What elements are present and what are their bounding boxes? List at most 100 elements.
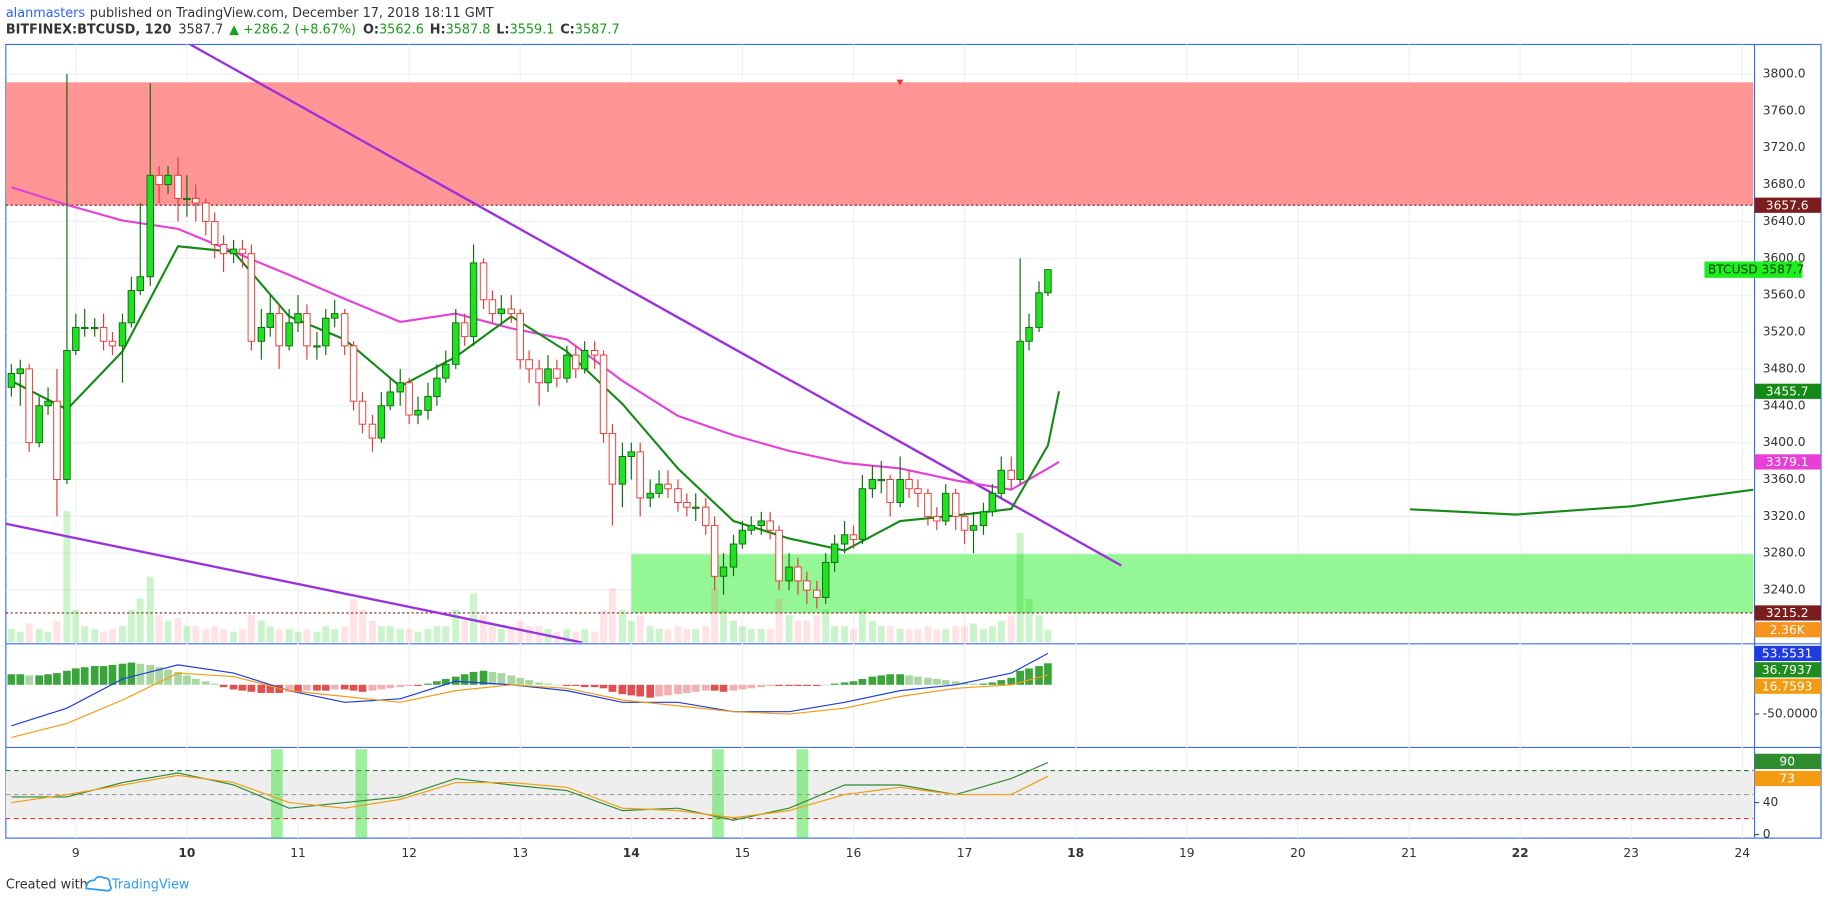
candle-body	[136, 276, 144, 292]
candle-body	[53, 400, 61, 480]
ohlc-label: L:	[496, 22, 509, 37]
candle-body	[1016, 340, 1024, 480]
volume-bar	[108, 628, 116, 643]
volume-bar	[136, 598, 144, 643]
volume-bar	[646, 626, 654, 643]
overlay-label: 3455.7	[1766, 384, 1809, 398]
candle-body	[99, 326, 108, 342]
macd-label-box	[1754, 678, 1822, 694]
header-line: alanmasters published on TradingView.com,…	[6, 5, 494, 20]
macd-bar	[802, 684, 811, 686]
macd-bar	[840, 682, 849, 685]
volume-bar	[368, 620, 376, 643]
macd-bar	[580, 684, 589, 688]
y-tick-label: 3680.0	[1763, 177, 1806, 191]
footer-brand[interactable]: TradingView	[111, 877, 189, 892]
macd-bar	[618, 684, 627, 695]
macd-bar	[479, 670, 488, 685]
candle-body	[146, 174, 154, 278]
volume-bar	[905, 628, 913, 643]
volume-bar	[738, 626, 746, 643]
candle-body	[219, 244, 228, 255]
macd-bar	[63, 670, 71, 685]
candle-body	[488, 299, 497, 315]
published: published on TradingView.com, December 1…	[90, 5, 494, 20]
volume-bar	[53, 620, 61, 643]
volume-bar	[516, 620, 524, 643]
macd-bar	[90, 666, 99, 685]
trendline	[5, 522, 583, 643]
volume-bar	[358, 609, 366, 643]
x-tick-label: 18	[1067, 846, 1084, 860]
rsi-label-box	[1754, 753, 1822, 769]
x-tick-label: 16	[846, 846, 862, 860]
macd-bar	[766, 684, 775, 686]
volume-bar	[285, 628, 293, 643]
y-tick-label: 3400.0	[1763, 435, 1806, 449]
volume-bar	[563, 628, 571, 643]
candle-body	[710, 525, 719, 577]
candle-body	[479, 262, 488, 301]
y-tick-label: 3440.0	[1763, 398, 1806, 412]
macd-bar	[516, 677, 525, 685]
last-price: 3587.7	[178, 22, 223, 37]
volume-bar	[313, 631, 321, 643]
macd-bar	[377, 684, 386, 690]
x-tick-label: 24	[1734, 846, 1750, 860]
macd-bar	[821, 684, 830, 686]
candle-body	[35, 405, 43, 444]
candle-body	[608, 432, 617, 485]
macd-label-box	[1754, 645, 1822, 662]
macd-bar	[655, 684, 663, 697]
macd-bar	[174, 671, 182, 685]
candle-body	[507, 308, 516, 315]
volume-bar	[118, 626, 126, 643]
macd-bar	[849, 681, 858, 685]
candle-body	[285, 322, 293, 347]
macd-bar	[118, 663, 127, 685]
volume-bar	[294, 631, 302, 643]
candle-body	[636, 451, 644, 499]
author[interactable]: alanmasters	[6, 5, 86, 20]
macd-bar	[599, 684, 608, 689]
volume-bar	[831, 626, 839, 643]
macd-bar	[812, 684, 821, 686]
candle-body	[747, 525, 756, 531]
macd-bar	[1016, 670, 1024, 685]
volume-bar	[230, 631, 238, 643]
candle-body	[830, 543, 839, 563]
candle-body	[525, 359, 533, 370]
volume-bar	[1007, 615, 1015, 643]
volume-bar	[238, 628, 246, 643]
candle-body	[202, 202, 210, 222]
candle-body	[516, 313, 524, 361]
candle-body	[979, 511, 988, 527]
volume-bar	[507, 628, 515, 643]
macd-bar	[646, 684, 655, 698]
macd-bar	[608, 684, 617, 692]
x-tick-label: 14	[623, 846, 640, 860]
x-tick-label: 12	[401, 846, 417, 860]
candle-body	[877, 479, 886, 482]
candle-body	[813, 589, 821, 598]
macd-bar	[155, 667, 163, 685]
volume-bar	[183, 626, 191, 643]
macd-bar	[164, 669, 172, 685]
zone	[631, 554, 1754, 613]
candle-body	[535, 368, 543, 384]
volume-bar	[1016, 533, 1024, 643]
macd-bar	[451, 676, 460, 685]
ohlc-value: 3559.1	[510, 22, 555, 37]
x-tick-label: 23	[1623, 846, 1639, 860]
volume-bar	[627, 620, 635, 643]
volume-bar	[488, 626, 496, 643]
candle-body	[544, 368, 552, 384]
overlay-label-box	[1754, 454, 1822, 470]
candle-body	[858, 488, 867, 540]
macd-bar	[80, 667, 89, 685]
candle-body	[1025, 326, 1033, 342]
macd-bar	[414, 684, 422, 686]
candle-body	[664, 483, 672, 490]
symbol-label: BTCUSD	[1708, 263, 1758, 277]
macd-bar	[238, 684, 247, 691]
